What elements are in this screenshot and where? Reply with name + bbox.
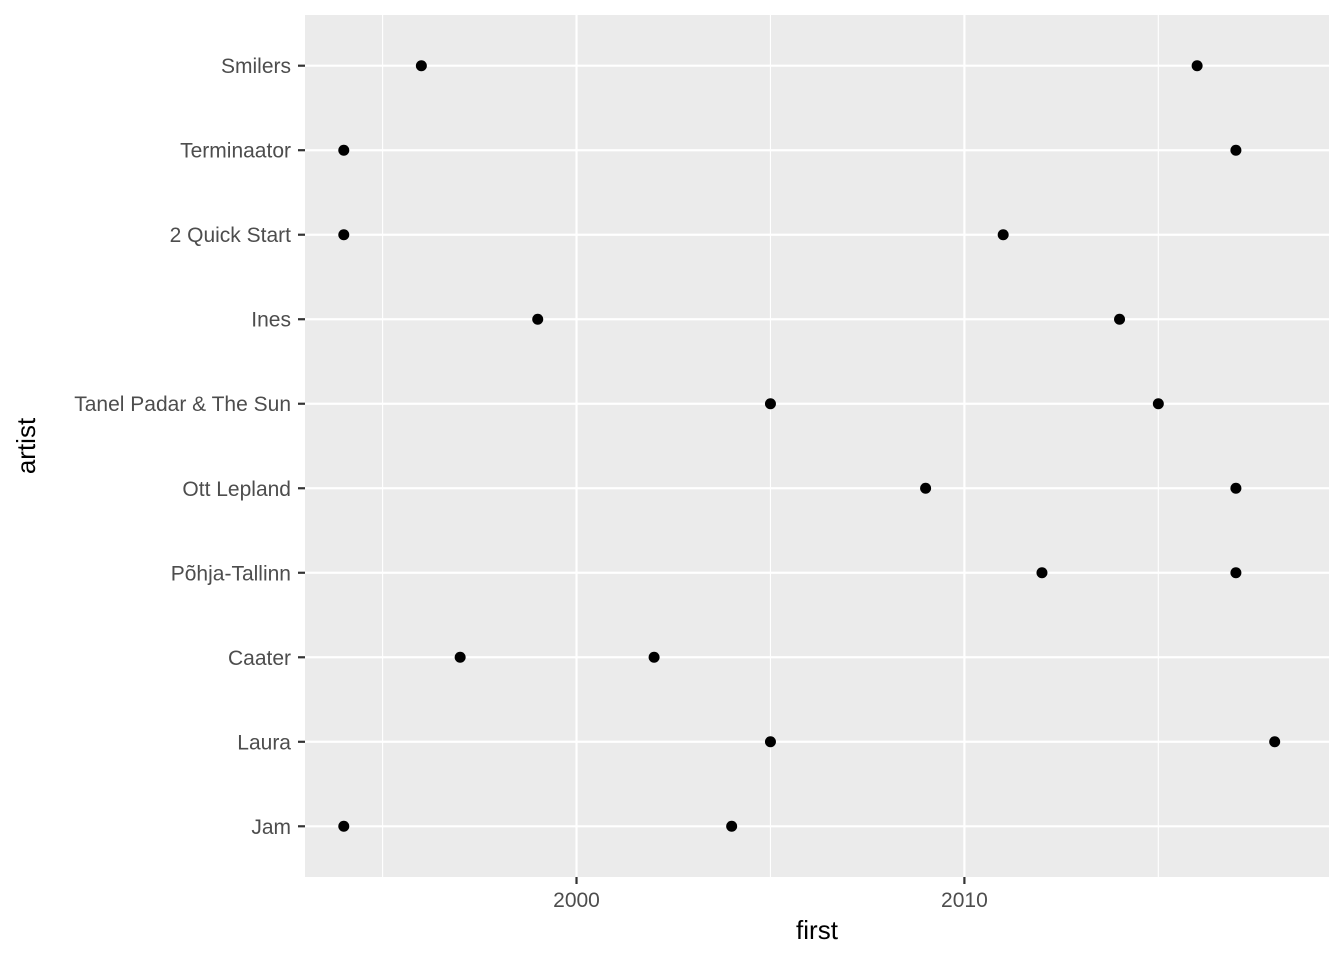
data-point bbox=[1191, 60, 1203, 72]
y-tick-label: Jam bbox=[251, 816, 291, 839]
data-point bbox=[338, 820, 350, 832]
data-point bbox=[648, 651, 660, 663]
data-point bbox=[1269, 736, 1281, 748]
data-point bbox=[1114, 313, 1126, 325]
data-point bbox=[1152, 398, 1164, 410]
y-tick-label: Terminaator bbox=[180, 140, 291, 163]
data-point bbox=[454, 651, 466, 663]
y-axis-title: artist bbox=[11, 417, 41, 474]
data-point bbox=[338, 144, 350, 156]
x-axis-title: first bbox=[796, 915, 839, 945]
y-tick-label: Tanel Padar & The Sun bbox=[74, 393, 291, 416]
data-point bbox=[415, 60, 427, 72]
y-tick-label: 2 Quick Start bbox=[170, 224, 292, 247]
y-tick-label: Ott Lepland bbox=[182, 478, 291, 501]
data-point bbox=[997, 229, 1009, 241]
x-tick-label: 2000 bbox=[553, 889, 600, 912]
x-tick-label: 2010 bbox=[941, 889, 988, 912]
data-point bbox=[338, 229, 350, 241]
data-point bbox=[1036, 567, 1048, 579]
data-point bbox=[1230, 482, 1242, 494]
y-axis: Jam Laura Caater Põhja-Tallinn Ott Lepland Ta… bbox=[74, 55, 305, 839]
major-gridlines bbox=[305, 15, 1329, 877]
y-tick-label: Ines bbox=[251, 309, 291, 332]
x-axis: 2000 2010 bbox=[553, 877, 988, 912]
data-points bbox=[338, 60, 1281, 832]
y-tick-label: Põhja-Tallinn bbox=[171, 562, 291, 585]
data-point bbox=[920, 482, 932, 494]
data-point bbox=[764, 736, 776, 748]
y-tick-label: Smilers bbox=[221, 55, 291, 78]
plot-panel bbox=[305, 15, 1329, 877]
data-point bbox=[726, 820, 738, 832]
y-tick-label: Laura bbox=[237, 731, 291, 754]
data-point bbox=[764, 398, 776, 410]
minor-gridlines bbox=[382, 15, 1159, 877]
data-point bbox=[1230, 567, 1242, 579]
data-point bbox=[1230, 144, 1242, 156]
y-tick-label: Caater bbox=[228, 647, 291, 670]
data-point bbox=[532, 313, 544, 325]
